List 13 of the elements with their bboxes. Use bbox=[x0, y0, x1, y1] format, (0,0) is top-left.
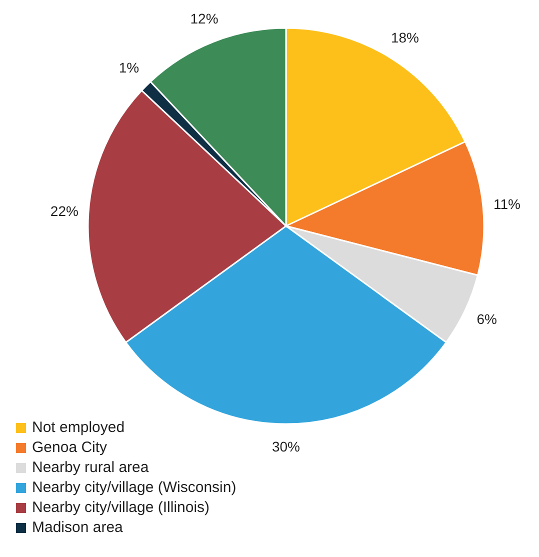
data-label: 30% bbox=[272, 438, 300, 455]
data-label: 6% bbox=[476, 311, 497, 328]
legend-label: Madison area bbox=[32, 518, 124, 536]
data-label: 11% bbox=[494, 196, 521, 212]
data-label: 18% bbox=[390, 29, 419, 46]
legend-label: Not employed bbox=[32, 418, 125, 436]
legend-label: Nearby rural area bbox=[32, 458, 150, 476]
legend-label: Nearby city/village (Wisconsin) bbox=[32, 478, 236, 496]
data-label: 12% bbox=[190, 10, 218, 26]
legend-label: Nearby city/village (Illinois) bbox=[32, 498, 210, 516]
data-label: 1% bbox=[118, 60, 140, 76]
legend-label: Genoa City bbox=[32, 438, 108, 456]
data-label: 22% bbox=[50, 202, 78, 219]
